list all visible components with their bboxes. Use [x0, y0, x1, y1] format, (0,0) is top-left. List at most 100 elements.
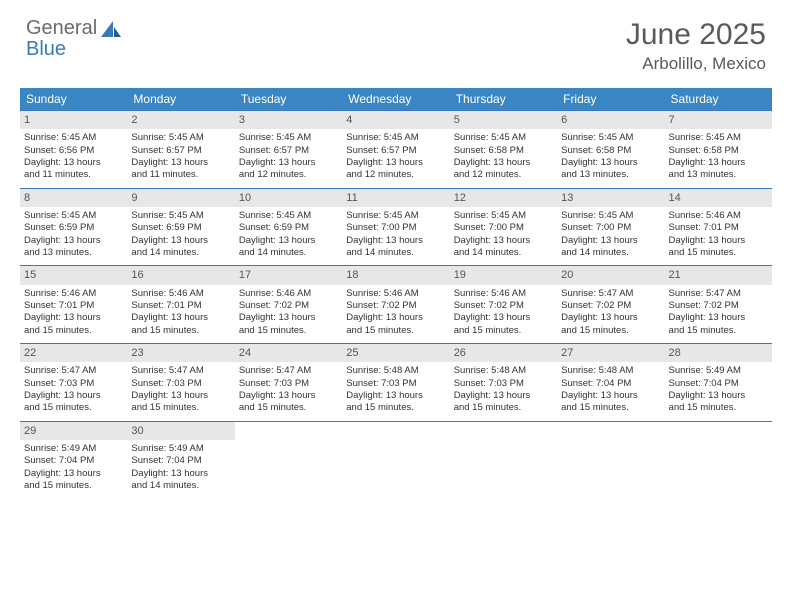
day-cell: 8Sunrise: 5:45 AMSunset: 6:59 PMDaylight… — [20, 188, 127, 266]
day-cell: 17Sunrise: 5:46 AMSunset: 7:02 PMDayligh… — [235, 266, 342, 344]
day-cell: 5 Sunrise: 5:45 AMSunset: 6:58 PMDaylight… — [450, 111, 557, 189]
sunrise-text: Sunrise: 5:46 AM — [239, 288, 338, 300]
daylight-text: Daylight: 13 hours — [454, 235, 553, 247]
daylight-text: Daylight: 13 hours — [346, 390, 445, 402]
daylight-text: and 11 minutes. — [24, 169, 123, 181]
sunset-text: Sunset: 7:02 PM — [346, 300, 445, 312]
sunrise-text: Sunrise: 5:45 AM — [239, 210, 338, 222]
day-number: 18 — [342, 266, 449, 284]
dow-monday: Monday — [127, 88, 234, 111]
day-number: 21 — [665, 266, 772, 284]
day-cell: 4Sunrise: 5:45 AMSunset: 6:57 PMDaylight… — [342, 111, 449, 189]
week-row: 29Sunrise: 5:49 AMSunset: 7:04 PMDayligh… — [20, 421, 772, 498]
dow-thursday: Thursday — [450, 88, 557, 111]
daylight-text: and 14 minutes. — [239, 247, 338, 259]
daylight-text: and 15 minutes. — [561, 325, 660, 337]
dow-friday: Friday — [557, 88, 664, 111]
day-number: 27 — [557, 344, 664, 362]
daylight-text: Daylight: 13 hours — [561, 312, 660, 324]
empty-cell — [450, 421, 557, 498]
daylight-text: and 14 minutes. — [131, 480, 230, 492]
sunrise-text: Sunrise: 5:47 AM — [239, 365, 338, 377]
sunrise-text: Sunrise: 5:45 AM — [669, 132, 768, 144]
sunset-text: Sunset: 7:04 PM — [561, 378, 660, 390]
day-cell: 24 Sunrise: 5:47 AMSunset: 7:03 PMDayligh… — [235, 344, 342, 422]
sunset-text: Sunset: 7:02 PM — [239, 300, 338, 312]
daylight-text: Daylight: 13 hours — [669, 312, 768, 324]
daylight-text: and 12 minutes. — [239, 169, 338, 181]
daylight-text: Daylight: 13 hours — [239, 312, 338, 324]
calendar-grid: Sunday Monday Tuesday Wednesday Thursday… — [20, 88, 772, 498]
sunset-text: Sunset: 7:03 PM — [239, 378, 338, 390]
daylight-text: Daylight: 13 hours — [24, 235, 123, 247]
day-number: 7 — [665, 111, 772, 129]
day-number: 24 — [235, 344, 342, 362]
day-cell: 27Sunrise: 5:48 AMSunset: 7:04 PMDayligh… — [557, 344, 664, 422]
day-number: 23 — [127, 344, 234, 362]
daylight-text: Daylight: 13 hours — [131, 157, 230, 169]
daylight-text: and 14 minutes. — [131, 247, 230, 259]
daylight-text: Daylight: 13 hours — [454, 157, 553, 169]
daylight-text: and 11 minutes. — [131, 169, 230, 181]
daylight-text: and 14 minutes. — [346, 247, 445, 259]
day-cell: 19Sunrise: 5:46 AMSunset: 7:02 PMDayligh… — [450, 266, 557, 344]
sunset-text: Sunset: 6:56 PM — [24, 145, 123, 157]
sunrise-text: Sunrise: 5:45 AM — [239, 132, 338, 144]
day-number: 25 — [342, 344, 449, 362]
daylight-text: Daylight: 13 hours — [131, 468, 230, 480]
daylight-text: and 15 minutes. — [454, 325, 553, 337]
daylight-text: Daylight: 13 hours — [561, 390, 660, 402]
daylight-text: Daylight: 13 hours — [561, 235, 660, 247]
month-title: June 2025 — [626, 18, 766, 52]
daylight-text: and 15 minutes. — [239, 402, 338, 414]
sunset-text: Sunset: 7:02 PM — [669, 300, 768, 312]
sunrise-text: Sunrise: 5:45 AM — [454, 132, 553, 144]
sunrise-text: Sunrise: 5:45 AM — [454, 210, 553, 222]
brand-part1: General — [26, 18, 97, 39]
brand-logo: General Blue — [26, 18, 123, 60]
daylight-text: Daylight: 13 hours — [239, 390, 338, 402]
dow-sunday: Sunday — [20, 88, 127, 111]
day-cell: 3Sunrise: 5:45 AMSunset: 6:57 PMDaylight… — [235, 111, 342, 189]
day-number: 26 — [450, 344, 557, 362]
daylight-text: Daylight: 13 hours — [346, 157, 445, 169]
day-cell: 22Sunrise: 5:47 AMSunset: 7:03 PMDayligh… — [20, 344, 127, 422]
day-number: 28 — [665, 344, 772, 362]
daylight-text: Daylight: 13 hours — [24, 157, 123, 169]
day-cell: 26Sunrise: 5:48 AMSunset: 7:03 PMDayligh… — [450, 344, 557, 422]
sunset-text: Sunset: 6:58 PM — [454, 145, 553, 157]
daylight-text: Daylight: 13 hours — [669, 390, 768, 402]
day-cell: 16Sunrise: 5:46 AMSunset: 7:01 PMDayligh… — [127, 266, 234, 344]
sunset-text: Sunset: 7:03 PM — [346, 378, 445, 390]
sunrise-text: Sunrise: 5:47 AM — [131, 365, 230, 377]
sunrise-text: Sunrise: 5:48 AM — [454, 365, 553, 377]
sunset-text: Sunset: 7:00 PM — [346, 222, 445, 234]
sunrise-text: Sunrise: 5:45 AM — [346, 210, 445, 222]
sunset-text: Sunset: 7:00 PM — [454, 222, 553, 234]
sunset-text: Sunset: 7:02 PM — [561, 300, 660, 312]
daylight-text: Daylight: 13 hours — [24, 390, 123, 402]
day-number: 14 — [665, 189, 772, 207]
daylight-text: and 15 minutes. — [454, 402, 553, 414]
day-cell: 2Sunrise: 5:45 AMSunset: 6:57 PMDaylight… — [127, 111, 234, 189]
sunset-text: Sunset: 7:01 PM — [24, 300, 123, 312]
day-number: 13 — [557, 189, 664, 207]
sunrise-text: Sunrise: 5:46 AM — [669, 210, 768, 222]
day-cell: 7Sunrise: 5:45 AMSunset: 6:58 PMDaylight… — [665, 111, 772, 189]
daylight-text: and 15 minutes. — [346, 325, 445, 337]
day-cell: 28 Sunrise: 5:49 AMSunset: 7:04 PMDayligh… — [665, 344, 772, 422]
daylight-text: and 14 minutes. — [561, 247, 660, 259]
empty-cell — [342, 421, 449, 498]
sunset-text: Sunset: 7:04 PM — [669, 378, 768, 390]
daylight-text: Daylight: 13 hours — [561, 157, 660, 169]
week-row: 8Sunrise: 5:45 AMSunset: 6:59 PMDaylight… — [20, 188, 772, 266]
brand-part2: Blue — [26, 39, 123, 60]
sunrise-text: Sunrise: 5:49 AM — [669, 365, 768, 377]
day-cell: 13Sunrise: 5:45 AMSunset: 7:00 PMDayligh… — [557, 188, 664, 266]
daylight-text: and 15 minutes. — [669, 247, 768, 259]
day-number: 5 — [450, 111, 557, 129]
title-block: June 2025 Arbolillo, Mexico — [626, 18, 766, 74]
daylight-text: Daylight: 13 hours — [454, 312, 553, 324]
sunset-text: Sunset: 6:57 PM — [131, 145, 230, 157]
day-cell: 14Sunrise: 5:46 AMSunset: 7:01 PMDayligh… — [665, 188, 772, 266]
